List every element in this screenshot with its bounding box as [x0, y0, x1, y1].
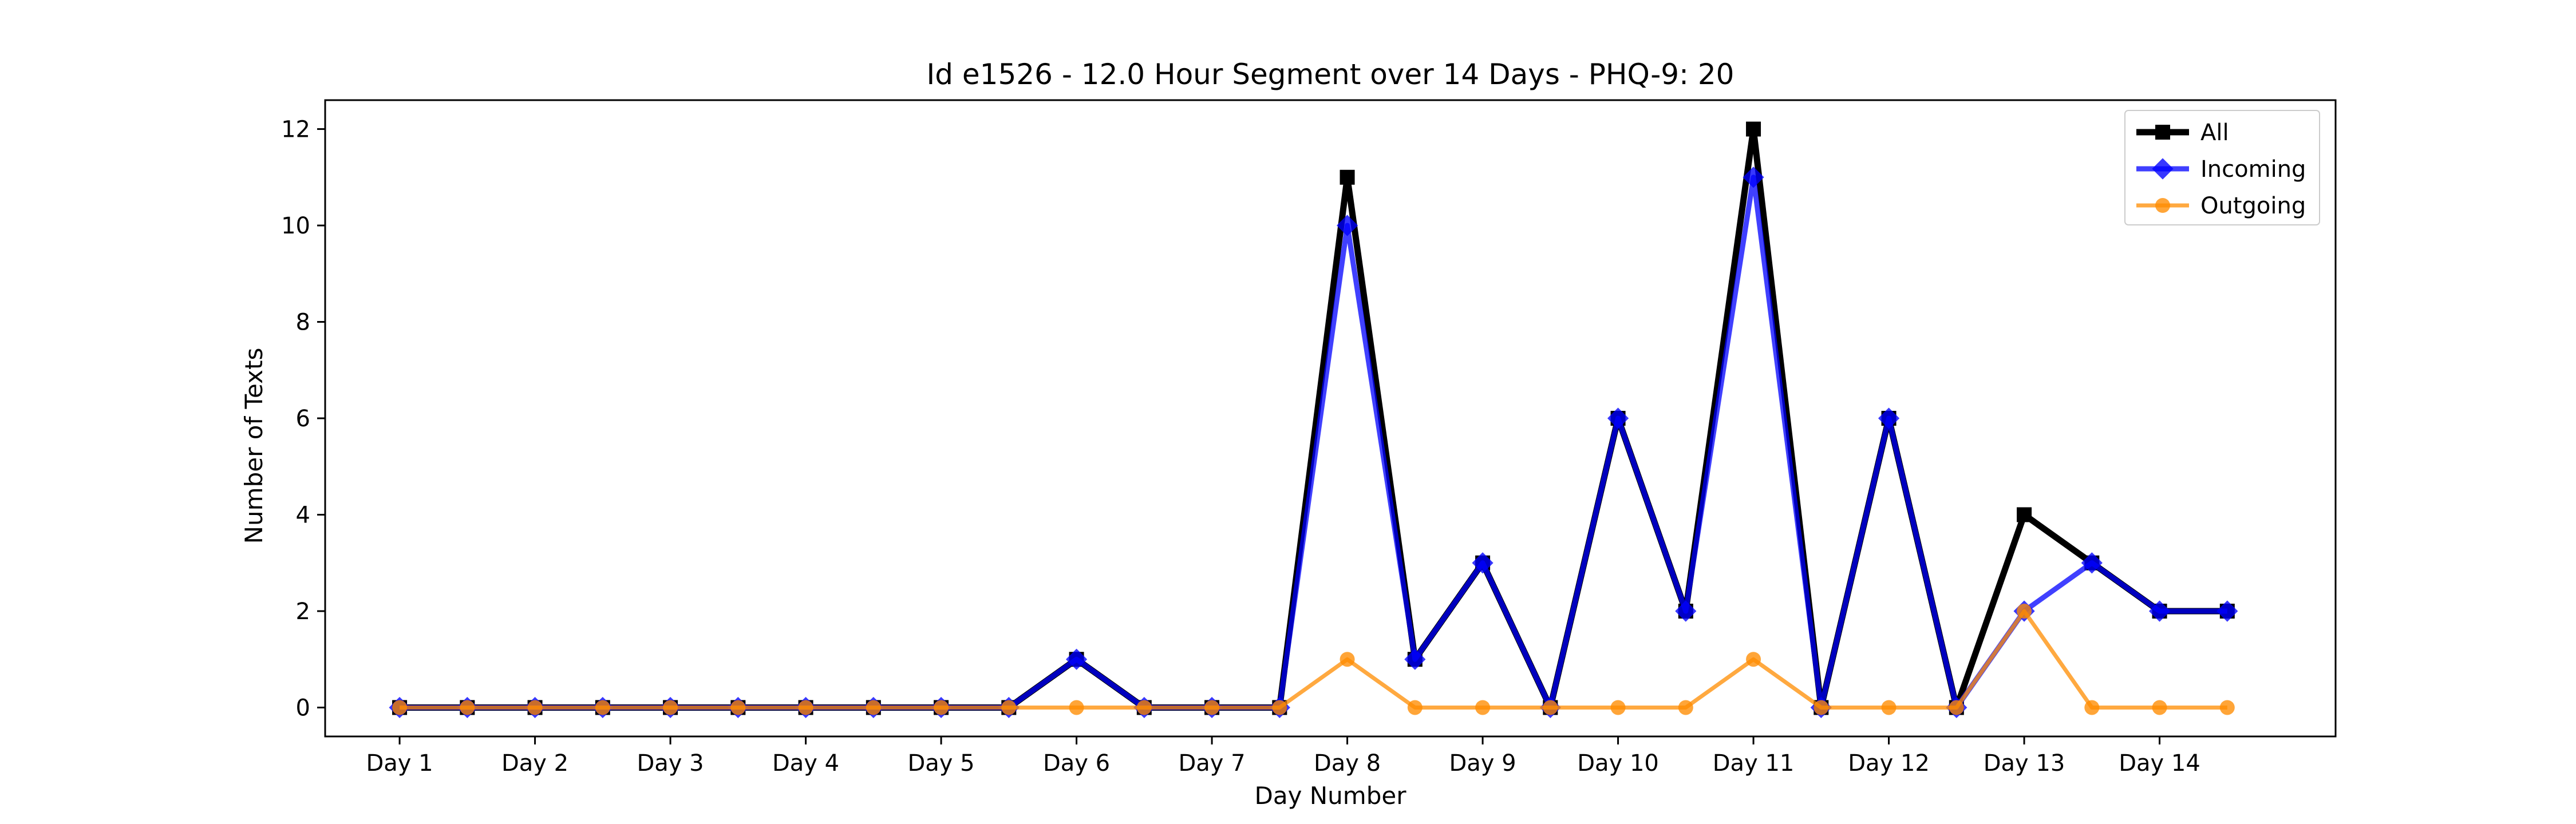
- data-point-outgoing: [2152, 700, 2167, 715]
- legend-marker-all: [2155, 125, 2170, 140]
- data-point-outgoing: [2084, 700, 2100, 715]
- legend-label-incoming: Incoming: [2200, 156, 2306, 183]
- data-point-outgoing: [663, 700, 678, 715]
- y-tick-label: 12: [281, 117, 310, 143]
- x-tick-label: Day 3: [637, 750, 704, 777]
- y-axis-label: Number of Texts: [240, 348, 268, 544]
- data-point-outgoing: [934, 700, 949, 715]
- x-tick-label: Day 4: [772, 750, 839, 777]
- data-point-outgoing: [1881, 700, 1897, 715]
- legend-marker-incoming: [2152, 158, 2174, 180]
- x-tick-label: Day 1: [366, 750, 433, 777]
- data-point-outgoing: [1001, 700, 1017, 715]
- x-tick-label: Day 7: [1178, 750, 1245, 777]
- data-point-outgoing: [1340, 652, 1355, 667]
- data-point-outgoing: [2219, 700, 2235, 715]
- x-tick-label: Day 8: [1314, 750, 1381, 777]
- y-tick-label: 4: [296, 502, 310, 528]
- y-tick-label: 2: [296, 599, 310, 625]
- data-point-outgoing: [1814, 700, 1829, 715]
- data-point-all: [2017, 507, 2032, 522]
- data-point-outgoing: [1069, 700, 1084, 715]
- data-point-incoming: [2081, 552, 2103, 574]
- data-point-outgoing: [1678, 700, 1693, 715]
- data-point-outgoing: [1949, 700, 1964, 715]
- legend-label-all: All: [2200, 120, 2229, 146]
- data-point-incoming: [1404, 648, 1426, 670]
- data-point-outgoing: [2017, 603, 2032, 619]
- data-point-incoming: [2148, 600, 2171, 622]
- x-tick-label: Day 13: [1984, 750, 2065, 777]
- data-point-outgoing: [527, 700, 543, 715]
- y-tick-label: 10: [281, 213, 310, 239]
- data-point-outgoing: [460, 700, 475, 715]
- data-point-incoming: [1336, 215, 1358, 236]
- x-tick-label: Day 14: [2119, 750, 2200, 777]
- legend-box: [2124, 110, 2320, 225]
- data-point-outgoing: [1475, 700, 1491, 715]
- data-point-all: [1340, 169, 1355, 185]
- data-point-incoming: [1743, 167, 1764, 188]
- data-point-incoming: [1878, 407, 1900, 429]
- y-tick-label: 6: [296, 406, 310, 432]
- data-point-outgoing: [1136, 700, 1152, 715]
- plot-area: 0 2 4 6 8 10 12 Day 1 Day 2 Day 3 Day 4 Day 5 Day 6 D…: [281, 99, 2337, 777]
- legend: All Incoming Outgoing: [2124, 110, 2320, 225]
- x-tick-label: Day 10: [1577, 750, 1659, 777]
- data-point-incoming: [1472, 552, 1494, 574]
- y-tick-label: 0: [296, 695, 310, 721]
- data-point-incoming: [1607, 407, 1629, 429]
- data-point-outgoing: [1204, 700, 1220, 715]
- series-outgoing: [392, 603, 2235, 715]
- data-point-incoming: [2217, 600, 2238, 622]
- data-point-outgoing: [730, 700, 746, 715]
- series-line-outgoing: [400, 609, 2227, 710]
- data-point-outgoing: [866, 700, 881, 715]
- data-point-outgoing: [392, 700, 408, 715]
- x-tick-label: Day 12: [1848, 750, 1930, 777]
- data-point-incoming: [1065, 648, 1088, 670]
- data-point-outgoing: [1407, 700, 1423, 715]
- data-point-outgoing: [1610, 700, 1626, 715]
- x-tick-label: Day 11: [1713, 750, 1795, 777]
- data-point-outgoing: [1746, 652, 1761, 667]
- data-point-outgoing: [798, 700, 813, 715]
- x-tick-label: Day 6: [1043, 750, 1110, 777]
- x-axis-label: Day Number: [1254, 782, 1406, 810]
- data-point-outgoing: [1543, 700, 1558, 715]
- data-point-all: [1746, 121, 1761, 137]
- x-tick-label: Day 5: [907, 750, 974, 777]
- x-tick-label: Day 9: [1449, 750, 1516, 777]
- legend-marker-outgoing: [2155, 198, 2170, 213]
- data-point-outgoing: [1272, 700, 1287, 715]
- data-point-incoming: [1675, 600, 1697, 622]
- x-tick-label: Day 2: [501, 750, 568, 777]
- data-point-outgoing: [595, 700, 610, 715]
- legend-label-outgoing: Outgoing: [2200, 193, 2306, 219]
- chart-title: Id e1526 - 12.0 Hour Segment over 14 Day…: [927, 58, 1735, 91]
- y-tick-label: 8: [296, 310, 310, 336]
